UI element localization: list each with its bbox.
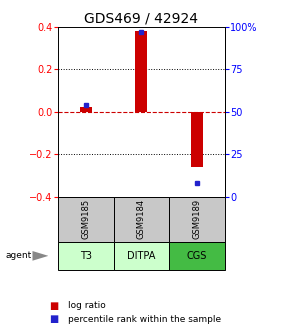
Text: percentile rank within the sample: percentile rank within the sample	[68, 315, 221, 324]
Bar	[80, 108, 92, 112]
Text: GSM9189: GSM9189	[193, 199, 202, 239]
Text: ■: ■	[49, 314, 59, 324]
Text: CGS: CGS	[187, 251, 207, 261]
Text: T3: T3	[80, 251, 92, 261]
Polygon shape	[32, 251, 48, 261]
Title: GDS469 / 42924: GDS469 / 42924	[84, 12, 198, 26]
Text: GSM9185: GSM9185	[81, 199, 90, 239]
Text: GSM9184: GSM9184	[137, 199, 146, 239]
Text: ■: ■	[49, 301, 59, 311]
Text: DITPA: DITPA	[127, 251, 155, 261]
Text: log ratio: log ratio	[68, 301, 106, 310]
Bar	[191, 112, 203, 167]
Bar	[135, 31, 148, 112]
Text: agent: agent	[6, 251, 32, 260]
